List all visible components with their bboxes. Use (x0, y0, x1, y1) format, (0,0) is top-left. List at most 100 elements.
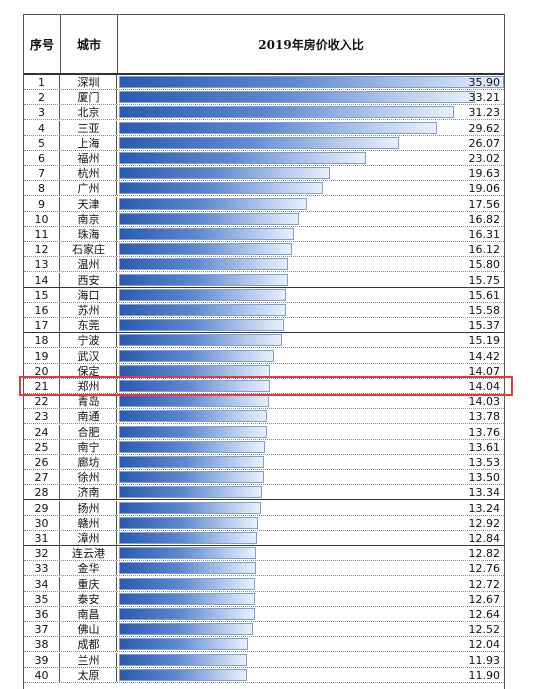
table-row: 17 东莞 15.37 (24, 318, 504, 334)
ratio-value: 16.12 (468, 243, 501, 257)
city-cell: 武汉 (61, 348, 117, 363)
ratio-value: 15.58 (468, 304, 501, 317)
city-cell: 苏州 (61, 303, 117, 317)
city-cell: 泰安 (61, 591, 117, 606)
city-column-header: 城市 (61, 15, 118, 73)
ratio-value: 13.78 (468, 410, 501, 424)
table-row: 25 南宁 13.61 (24, 439, 504, 455)
ratio-value: 15.75 (468, 273, 501, 287)
rank-cell: 31 (24, 531, 60, 545)
rank-cell: 8 (24, 181, 60, 196)
ratio-bar (119, 121, 437, 134)
rank-cell: 14 (24, 272, 60, 287)
table-row: 7 杭州 19.63 (24, 166, 504, 182)
rank-cell: 15 (24, 287, 60, 302)
city-cell: 廊坊 (61, 455, 117, 469)
table-row: 3 北京 31.23 (24, 105, 504, 121)
table-row: 10 南京 16.82 (24, 211, 504, 227)
header-divider (24, 73, 504, 75)
table-row: 18 宁波 15.19 (24, 333, 504, 349)
city-cell: 石家庄 (61, 242, 117, 257)
rank-cell: 24 (24, 424, 60, 439)
ratio-bar (119, 197, 308, 210)
table-row: 26 廊坊 13.53 (24, 455, 504, 470)
ratio-bar (119, 380, 270, 392)
rank-cell: 26 (24, 455, 60, 469)
city-cell: 郑州 (61, 379, 117, 393)
rank-cell: 25 (24, 439, 60, 454)
ratio-value: 13.76 (468, 425, 501, 439)
ratio-bar (119, 501, 261, 514)
city-cell: 重庆 (61, 576, 117, 591)
ratio-bar (119, 152, 366, 164)
ratio-bar (119, 243, 292, 256)
city-cell: 扬州 (61, 500, 117, 515)
ratio-bar (119, 456, 265, 468)
table-row: 34 重庆 12.72 (24, 576, 504, 592)
ratio-value: 16.82 (468, 212, 501, 226)
table-row: 40 太原 11.90 (24, 667, 504, 683)
rank-cell: 9 (24, 196, 60, 211)
city-cell: 兰州 (61, 652, 117, 667)
city-cell: 西安 (61, 272, 117, 287)
city-cell: 青岛 (61, 394, 117, 409)
ratio-bar (119, 592, 255, 605)
ratio-value: 14.03 (468, 395, 501, 409)
table-row: 30 赣州 12.92 (24, 515, 504, 531)
ratio-value: 12.72 (468, 577, 501, 591)
table-row: 4 三亚 29.62 (24, 120, 504, 136)
rank-cell: 37 (24, 622, 60, 637)
city-cell: 厦门 (61, 90, 117, 105)
rank-cell: 16 (24, 303, 60, 317)
rank-cell: 2 (24, 90, 60, 105)
ratio-bar (119, 638, 249, 651)
table-row: 15 海口 15.61 (24, 287, 504, 303)
ratio-value: 31.23 (468, 106, 501, 120)
rank-cell: 33 (24, 561, 60, 576)
table-row: 33 金华 12.76 (24, 561, 504, 577)
table-row: 27 徐州 13.50 (24, 470, 504, 486)
ratio-bar (119, 440, 265, 453)
table-row: 6 福州 23.02 (24, 151, 504, 166)
table-row: 29 扬州 13.24 (24, 500, 504, 516)
ratio-value: 12.92 (468, 516, 501, 530)
city-cell: 合肥 (61, 424, 117, 439)
city-cell: 温州 (61, 257, 117, 272)
rank-cell: 19 (24, 348, 60, 363)
ratio-value: 12.84 (468, 532, 501, 545)
ratio-bar (119, 228, 294, 240)
ratio-value: 19.06 (468, 182, 501, 196)
ratio-bar (119, 136, 399, 149)
table-row: 22 青岛 14.03 (24, 394, 504, 410)
ratio-bar (119, 304, 287, 316)
rank-cell: 23 (24, 409, 60, 424)
table-row: 36 南昌 12.64 (24, 607, 504, 622)
ratio-bar (119, 334, 282, 347)
ratio-value: 29.62 (468, 121, 501, 135)
ratio-value: 15.80 (468, 258, 501, 272)
rank-cell: 22 (24, 394, 60, 409)
rank-cell: 21 (24, 379, 60, 393)
table-row: 20 保定 14.07 (24, 363, 504, 379)
ratio-bar (119, 562, 256, 575)
table-row: 9 天津 17.56 (24, 196, 504, 212)
city-cell: 广州 (61, 181, 117, 196)
rank-cell: 30 (24, 515, 60, 530)
ratio-bar (119, 212, 300, 225)
ratio-bar (119, 486, 263, 499)
rank-cell: 4 (24, 120, 60, 135)
city-cell: 南昌 (61, 607, 117, 621)
table-row: 35 泰安 12.67 (24, 591, 504, 607)
rank-cell: 11 (24, 227, 60, 241)
ratio-bar (119, 532, 257, 544)
ratio-value: 15.37 (468, 319, 501, 333)
ratio-value: 15.61 (468, 288, 501, 302)
city-cell: 天津 (61, 196, 117, 211)
table-row: 1 深圳 35.90 (24, 75, 504, 90)
table-row: 16 苏州 15.58 (24, 303, 504, 318)
table-row: 32 连云港 12.82 (24, 546, 504, 562)
ratio-bar (119, 273, 288, 286)
rank-cell: 28 (24, 485, 60, 500)
table-row: 8 广州 19.06 (24, 181, 504, 197)
chart-title: 2019年房价收入比 (258, 37, 364, 52)
